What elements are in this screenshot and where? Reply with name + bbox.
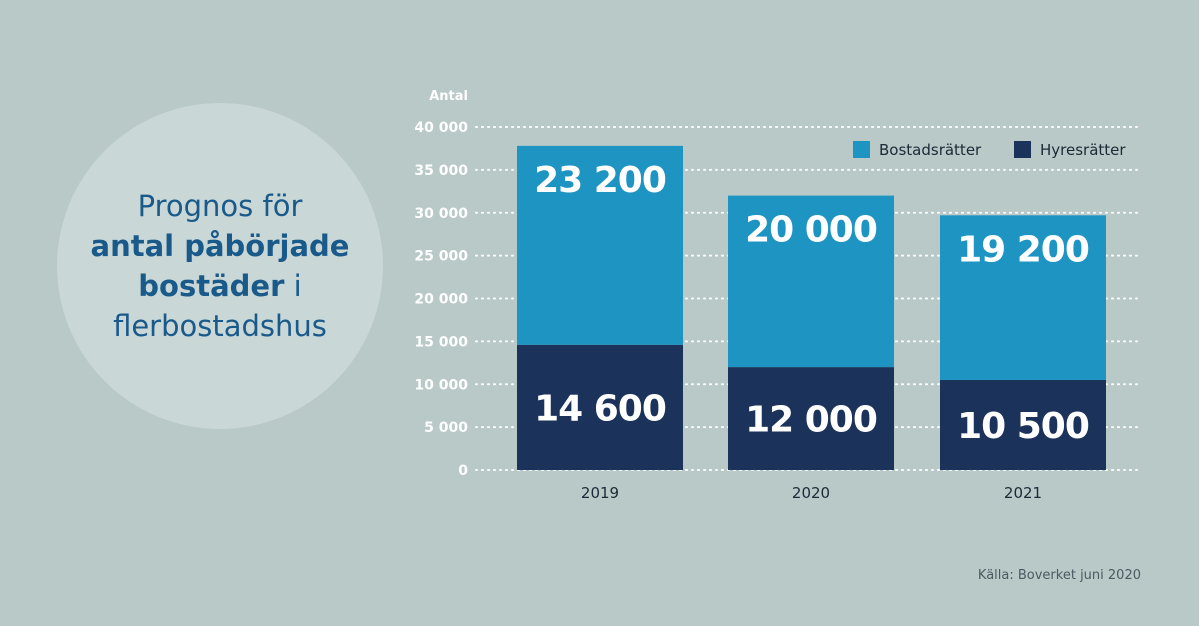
legend-swatch-hyresrätter — [1014, 141, 1031, 158]
x-tick-label: 2021 — [1004, 484, 1042, 502]
legend-label-hyresrätter: Hyresrätter — [1040, 141, 1126, 159]
y-axis-label: Antal — [429, 89, 468, 104]
chart-title: Prognos för antal påbörjade bostäder i f… — [80, 186, 360, 346]
y-tick-label: 35 000 — [414, 163, 468, 179]
title-line-1: Prognos för — [137, 189, 303, 223]
y-tick-label: 40 000 — [414, 120, 468, 136]
data-label: 10 500 — [957, 406, 1089, 447]
title-rest-3: i — [284, 269, 302, 303]
y-tick-label: 0 — [458, 463, 468, 479]
title-circle: Prognos för antal påbörjade bostäder i f… — [57, 103, 383, 429]
bar-hyresrätter-2020 — [728, 367, 894, 470]
y-tick-label: 5 000 — [424, 420, 468, 436]
title-bold-2: bostäder — [138, 269, 285, 303]
source-note: Källa: Boverket juni 2020 — [977, 568, 1141, 583]
bar-hyresrätter-2019 — [517, 344, 683, 470]
y-tick-label: 15 000 — [414, 334, 468, 350]
title-bold-1: antal påbörjade — [90, 229, 350, 263]
data-label: 12 000 — [745, 400, 877, 441]
y-tick-label: 20 000 — [414, 292, 468, 308]
bar-bostadsrätter-2020 — [728, 195, 894, 368]
y-tick-label: 25 000 — [414, 249, 468, 265]
title-line-4: flerbostadshus — [113, 309, 327, 343]
x-tick-label: 2020 — [792, 484, 830, 502]
legend-label-bostadsrätter: Bostadsrätter — [879, 141, 982, 159]
title-line-2: antal påbörjade — [80, 226, 360, 266]
data-label: 23 200 — [534, 160, 666, 201]
title-line-3: bostäder i — [80, 266, 360, 306]
x-tick-label: 2019 — [581, 484, 619, 502]
y-tick-label: 30 000 — [414, 206, 468, 222]
bar-hyresrätter-2021 — [940, 379, 1106, 470]
data-label: 14 600 — [534, 388, 666, 429]
bar-bostadsrätter-2021 — [940, 215, 1106, 380]
y-tick-label: 10 000 — [414, 377, 468, 393]
legend-swatch-bostadsrätter — [853, 141, 870, 158]
data-label: 19 200 — [957, 229, 1089, 270]
bar-bostadsrätter-2019 — [517, 145, 683, 345]
data-label: 20 000 — [745, 210, 877, 251]
